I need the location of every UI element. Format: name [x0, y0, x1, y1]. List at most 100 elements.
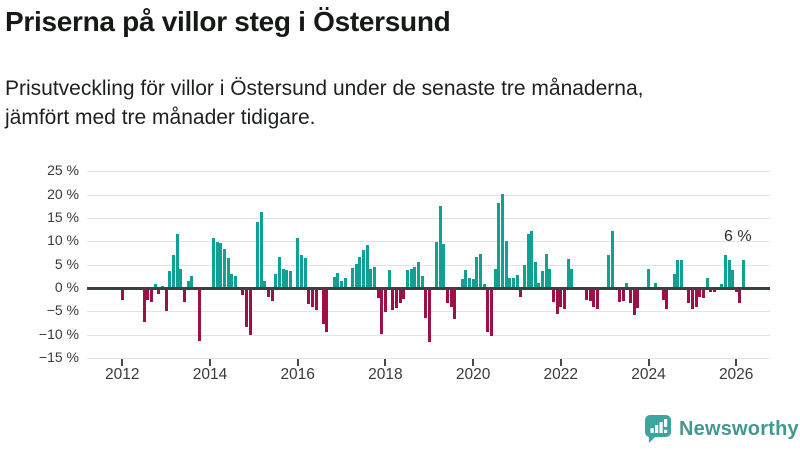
x-axis-tick [209, 359, 211, 366]
bar [234, 275, 238, 288]
gridline [87, 194, 770, 196]
bar [497, 203, 501, 288]
bar [486, 288, 490, 332]
bar [541, 270, 545, 288]
bar [215, 241, 219, 288]
bar [552, 288, 556, 302]
bar [475, 256, 479, 288]
bar [153, 284, 157, 288]
bar [369, 268, 373, 288]
bar [592, 288, 596, 307]
bar [380, 288, 384, 334]
bar [446, 288, 450, 303]
gridline [87, 217, 770, 219]
x-axis-tick-label: 2018 [368, 366, 403, 383]
bar [504, 240, 508, 288]
bar [241, 288, 245, 295]
bar [270, 288, 274, 302]
bar [460, 278, 464, 288]
bar [515, 274, 519, 288]
y-axis-tick-label: 0 % [54, 279, 79, 295]
bar [212, 238, 216, 288]
bar [281, 268, 285, 288]
bar [179, 269, 183, 288]
bar [530, 230, 534, 288]
bar [175, 234, 179, 288]
bar [701, 288, 705, 299]
bar [647, 268, 651, 288]
bar [555, 288, 559, 315]
bar [383, 288, 387, 312]
bar [511, 278, 515, 288]
bar [120, 288, 124, 301]
gridline [87, 358, 770, 360]
bar [267, 288, 270, 297]
bar [263, 281, 267, 288]
bar [157, 288, 161, 295]
bar [632, 288, 636, 316]
x-axis-tick [559, 359, 562, 366]
bar [150, 288, 154, 302]
bar [420, 276, 424, 288]
bar [259, 211, 263, 288]
bar [424, 288, 428, 318]
bar [288, 271, 292, 288]
gridline [87, 264, 770, 266]
zero-axis-line [87, 286, 770, 290]
bar [226, 257, 230, 288]
bar [248, 288, 252, 336]
y-axis-tick-label: 20 % [47, 185, 79, 202]
x-axis-tick [384, 359, 387, 366]
gridline [87, 171, 770, 173]
x-axis-tick [647, 359, 650, 366]
bar [471, 279, 475, 288]
bar [690, 288, 694, 309]
bar [519, 288, 523, 297]
page-subtitle: Prisutveckling för villor i Östersund un… [5, 77, 644, 129]
y-axis-tick-label: −5 % [46, 302, 79, 319]
bar [391, 288, 395, 311]
bar [738, 288, 742, 303]
bar [405, 270, 409, 288]
x-axis-tick [121, 359, 124, 366]
bar [464, 269, 468, 288]
bar [277, 257, 281, 288]
bar [142, 288, 146, 322]
y-axis-tick-label: 15 % [47, 208, 79, 225]
x-axis-tick-label: 2026 [718, 366, 754, 383]
bar [303, 258, 307, 288]
bar [168, 270, 172, 288]
bar [245, 288, 249, 328]
bar [606, 255, 610, 288]
bar [398, 288, 402, 303]
bar [274, 273, 278, 288]
bar [723, 254, 727, 288]
bar [164, 288, 168, 311]
x-axis-tick-label: 2016 [280, 366, 315, 383]
bar [665, 288, 669, 309]
bar [332, 276, 336, 288]
x-axis-tick-label: 2012 [105, 366, 140, 383]
bar [584, 288, 588, 301]
y-axis-tick-label: 25 % [47, 162, 79, 179]
bar [705, 277, 709, 288]
bar [544, 253, 548, 288]
y-axis-tick-label: −10 % [38, 325, 79, 342]
bar [468, 278, 472, 288]
bar [336, 273, 340, 288]
bar [727, 259, 731, 288]
bar [416, 261, 420, 288]
x-axis-tick [472, 359, 475, 366]
bar [186, 280, 190, 288]
bar [712, 288, 716, 293]
bar [394, 288, 398, 308]
bar [219, 243, 223, 288]
bar [636, 288, 640, 308]
bar [559, 288, 563, 308]
bar [299, 255, 303, 288]
bar [661, 288, 665, 301]
bar [376, 288, 380, 298]
bar [413, 267, 417, 288]
